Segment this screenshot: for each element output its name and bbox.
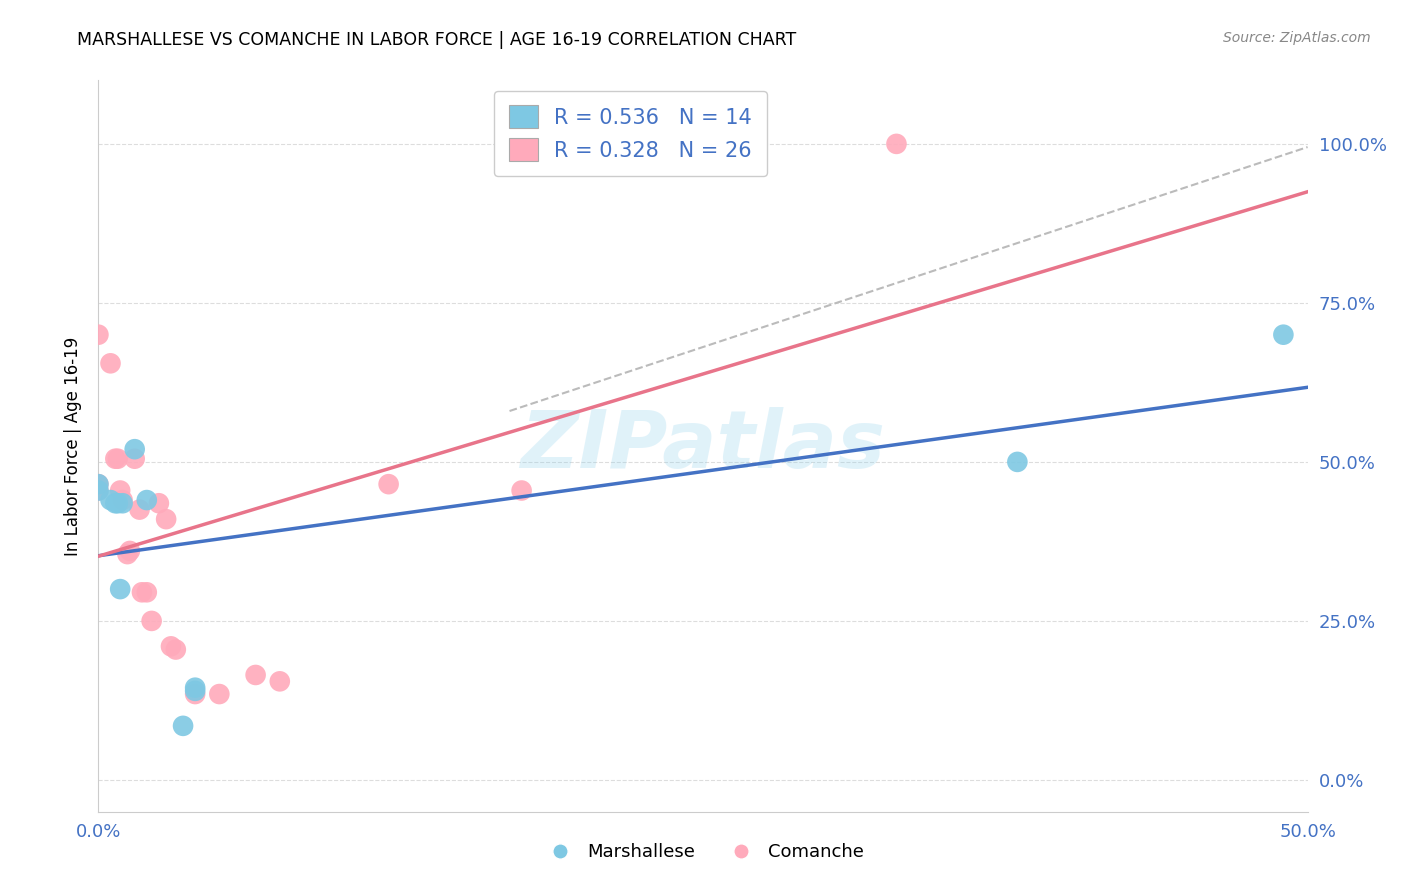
Point — [155, 512, 177, 526]
Point — [184, 681, 207, 695]
Point — [111, 493, 134, 508]
Point — [124, 451, 146, 466]
Point — [135, 493, 157, 508]
Point — [108, 483, 131, 498]
Point — [87, 477, 110, 491]
Point — [172, 719, 194, 733]
Point — [128, 502, 150, 516]
Point — [131, 585, 153, 599]
Point — [208, 687, 231, 701]
Point — [165, 642, 187, 657]
Point — [104, 451, 127, 466]
Legend: Marshallese, Comanche: Marshallese, Comanche — [536, 836, 870, 869]
Point — [124, 442, 146, 457]
Point — [87, 327, 110, 342]
Point — [107, 496, 129, 510]
Point — [87, 483, 110, 498]
Y-axis label: In Labor Force | Age 16-19: In Labor Force | Age 16-19 — [63, 336, 82, 556]
Point — [377, 477, 399, 491]
Text: Source: ZipAtlas.com: Source: ZipAtlas.com — [1223, 31, 1371, 45]
Point — [100, 356, 122, 370]
Text: MARSHALLESE VS COMANCHE IN LABOR FORCE | AGE 16-19 CORRELATION CHART: MARSHALLESE VS COMANCHE IN LABOR FORCE |… — [77, 31, 797, 49]
Point — [1272, 327, 1295, 342]
Point — [886, 136, 908, 151]
Point — [118, 544, 141, 558]
Point — [148, 496, 170, 510]
Point — [1007, 455, 1029, 469]
Point — [141, 614, 163, 628]
Point — [184, 687, 207, 701]
Point — [108, 582, 131, 596]
Point — [269, 674, 291, 689]
Point — [87, 483, 110, 498]
Point — [87, 477, 110, 491]
Text: ZIPatlas: ZIPatlas — [520, 407, 886, 485]
Point — [117, 547, 139, 561]
Point — [100, 493, 122, 508]
Point — [104, 496, 127, 510]
Point — [111, 496, 134, 510]
Point — [107, 451, 129, 466]
Point — [135, 585, 157, 599]
Point — [245, 668, 267, 682]
Point — [160, 640, 183, 654]
Point — [184, 684, 207, 698]
Point — [510, 483, 533, 498]
